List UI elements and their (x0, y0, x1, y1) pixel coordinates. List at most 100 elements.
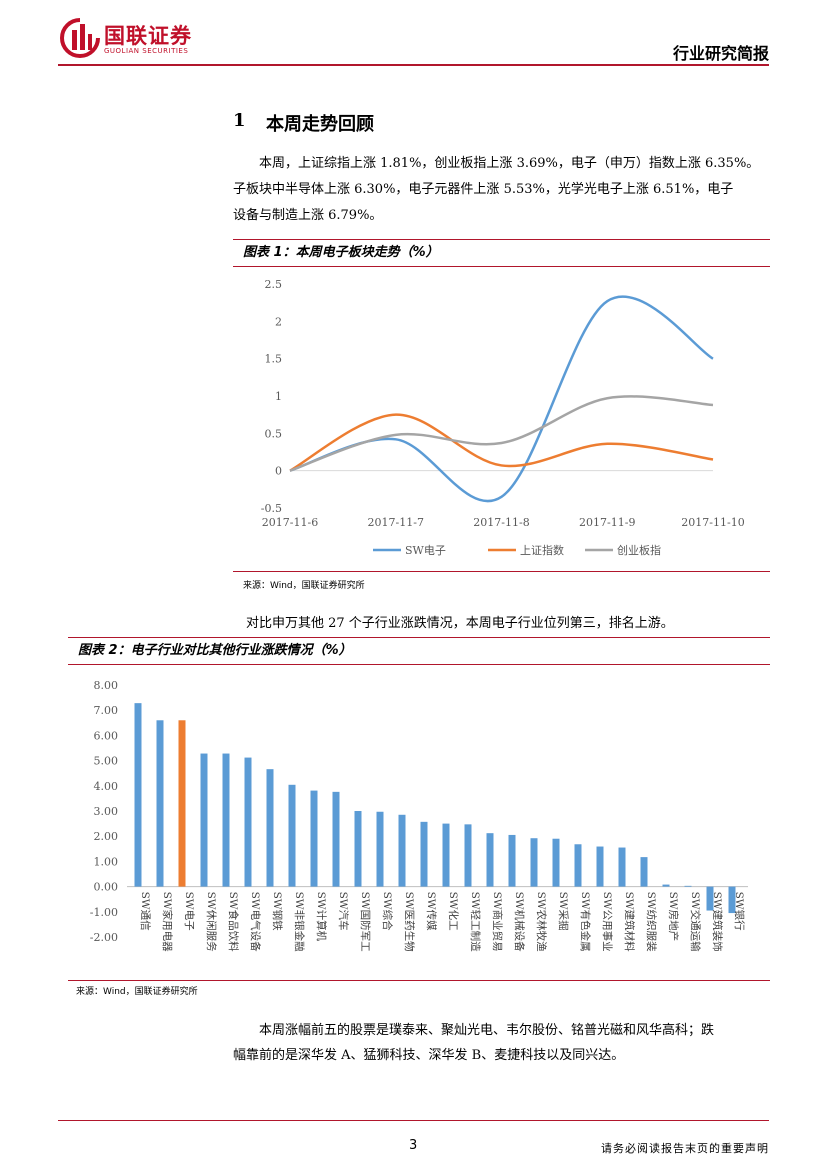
legend-label: 创业板指 (617, 543, 661, 557)
y-tick-label: 5.00 (94, 755, 119, 768)
y-tick-label: 1.00 (94, 855, 119, 868)
bar-chart: -2.00 -1.00 0.00 1.00 2.00 3.00 4.00 5.00 6.00 7.… (90, 679, 748, 952)
y-tick-label: -1.00 (90, 906, 118, 919)
x-category-label: SW机械设备 (513, 892, 526, 952)
x-tick-label: 2017-11-6 (262, 516, 318, 529)
bar (398, 814, 406, 887)
bar (376, 811, 384, 887)
bar (442, 823, 450, 887)
y-tick-label: 7.00 (94, 704, 119, 717)
bar (706, 886, 714, 911)
bar (552, 838, 560, 887)
paragraph-line: 对比申万其他 27 个子行业涨跌情况，本周电子行业位列第三，排名上游。 (246, 616, 674, 631)
bar (134, 703, 142, 887)
x-category-label: SW农林牧渔 (535, 892, 548, 952)
x-category-label: SW食品饮料 (227, 892, 240, 952)
bar (420, 821, 428, 887)
x-category-label: SW建筑装饰 (711, 892, 724, 952)
footer-rule (58, 1120, 769, 1121)
logo-text: 国联证券 (104, 24, 192, 48)
y-tick-label: 3.00 (94, 805, 119, 818)
y-tick-label: -2.00 (90, 931, 118, 944)
x-category-label: SW家用电器 (161, 892, 174, 952)
x-category-label: SW建筑材料 (623, 892, 636, 952)
x-category-label: SW钢铁 (271, 892, 284, 931)
x-category-label: SW纺织服装 (645, 892, 658, 952)
bar (486, 833, 494, 887)
bar (640, 857, 648, 887)
bar (618, 847, 626, 887)
paragraph-line: 本周，上证综指上涨 1.81%，创业板指上涨 3.69%，电子（申万）指数上涨 … (259, 156, 760, 171)
bar (728, 886, 736, 914)
x-tick-label: 2017-11-7 (368, 516, 424, 529)
figure2-title: 图表 2：电子行业对比其他行业涨跌情况（%） (78, 643, 352, 658)
page-number: 3 (409, 1138, 418, 1153)
legend-label: SW电子 (405, 544, 446, 557)
paragraph-line: 本周涨幅前五的股票是璞泰来、聚灿光电、韦尔股份、铭普光磁和风华高科；跌 (259, 1023, 715, 1038)
x-category-label: SW采掘 (557, 892, 570, 931)
x-category-label: SW国防军工 (359, 892, 372, 952)
bar (288, 784, 296, 887)
bar (222, 753, 230, 887)
figure1-title-bar: 图表 1：本周电子板块走势（%） (233, 239, 770, 267)
series-line (289, 413, 714, 472)
x-tick-label: 2017-11-8 (473, 516, 529, 529)
figure2-chart: -2.00 -1.00 0.00 1.00 2.00 3.00 4.00 5.00 6.00 7.… (68, 666, 770, 982)
x-category-label: SW交通运输 (689, 892, 702, 952)
series-line (289, 395, 714, 472)
paragraph-line: 子板块中半导体上涨 6.30%，电子元器件上涨 5.53%，光学光电子上涨 6.… (233, 182, 734, 197)
legend-label: 上证指数 (520, 543, 564, 557)
x-category-label: SW公用事业 (601, 892, 614, 952)
y-tick-label: 0.5 (265, 427, 283, 440)
section-title: 本周走势回顾 (266, 114, 374, 135)
y-tick-label: 0 (275, 465, 282, 478)
paragraph-line: 设备与制造上涨 6.79%。 (233, 208, 383, 223)
x-category-label: SW有色金属 (579, 892, 592, 952)
x-category-label: SW商业贸易 (491, 892, 504, 952)
y-tick-label: 2 (275, 315, 282, 328)
x-category-label: SW传媒 (425, 892, 438, 931)
bar (354, 811, 362, 887)
x-category-label: SW计算机 (315, 892, 328, 942)
x-category-label: SW通信 (139, 892, 151, 931)
figure1-source: 来源：Wind，国联证券研究所 (243, 581, 365, 591)
footer-disclaimer: 请务必阅读报告末页的重要声明 (601, 1142, 769, 1155)
x-category-label: SW电子 (183, 892, 196, 931)
figure2-source: 来源：Wind，国联证券研究所 (76, 987, 198, 997)
y-tick-label: 6.00 (94, 729, 119, 742)
bar (574, 844, 582, 887)
figure1-chart: -0.5 0 0.5 1 1.5 2 2.5 2017-11-6 2017-11-7 2017-1… (233, 268, 770, 574)
x-tick-label: 2017-11-10 (681, 516, 744, 529)
bar (178, 720, 186, 887)
line-chart: -0.5 0 0.5 1 1.5 2 2.5 2017-11-6 2017-11-7 2017-1… (261, 278, 745, 557)
report-type: 行业研究简报 (672, 44, 769, 63)
bar (156, 720, 164, 887)
bar (684, 885, 692, 887)
figure2-title-bar: 图表 2：电子行业对比其他行业涨跌情况（%） (68, 637, 770, 665)
figure1-title: 图表 1：本周电子板块走势（%） (243, 245, 439, 260)
bar (530, 838, 538, 887)
y-tick-label: 2.00 (94, 830, 119, 843)
x-category-label: SW化工 (447, 892, 460, 931)
x-category-label: SW银行 (733, 892, 746, 931)
figure2-bottom-rule (68, 980, 770, 981)
logo-mark-icon (60, 18, 100, 58)
x-category-label: SW非银金融 (293, 892, 306, 952)
bar (200, 753, 208, 887)
bar (464, 824, 472, 887)
bar (508, 834, 516, 887)
y-tick-label: -0.5 (261, 502, 282, 515)
y-tick-label: 0.00 (94, 881, 119, 894)
bar (662, 884, 670, 887)
header-rule (58, 64, 769, 66)
paragraph-line: 幅靠前的是深华发 A、猛狮科技、深华发 B、麦捷科技以及同兴达。 (233, 1048, 625, 1063)
x-category-label: SW汽车 (337, 892, 350, 931)
bar (596, 846, 604, 887)
x-category-label: SW电气设备 (249, 892, 262, 952)
x-tick-label: 2017-11-9 (579, 516, 635, 529)
y-tick-label: 4.00 (94, 780, 119, 793)
bar (266, 769, 274, 887)
x-category-label: SW轻工制造 (469, 892, 482, 952)
bar (332, 791, 340, 887)
section-number: 1 (233, 110, 246, 131)
